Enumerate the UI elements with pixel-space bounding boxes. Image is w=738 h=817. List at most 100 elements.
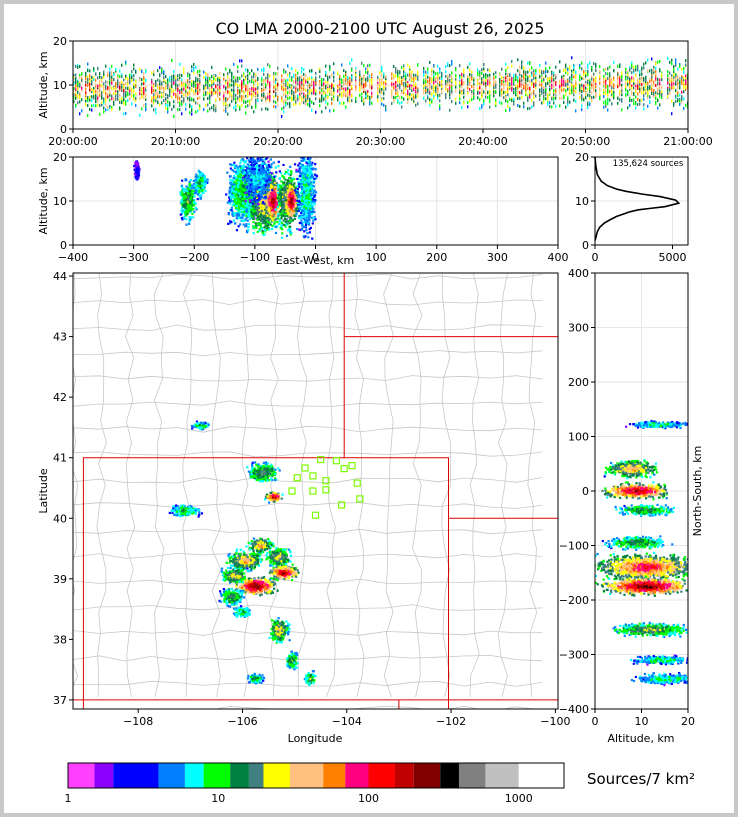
density-cell — [205, 92, 207, 96]
density-cell — [199, 86, 201, 90]
density-cell — [593, 62, 595, 66]
density-cell — [587, 83, 589, 87]
density-cell — [265, 85, 267, 89]
density-cell — [505, 82, 507, 86]
density-cell — [228, 194, 231, 197]
density-cell — [583, 88, 585, 92]
density-cell — [653, 72, 655, 76]
density-cell — [189, 204, 192, 208]
density-cell — [305, 89, 307, 93]
density-cell — [679, 93, 681, 97]
density-cell — [117, 97, 119, 101]
density-cell — [97, 96, 99, 100]
density-cell — [667, 95, 669, 99]
density-cell — [461, 106, 463, 110]
density-cell — [563, 68, 565, 72]
density-cell — [509, 73, 511, 77]
density-cell — [207, 91, 209, 95]
density-cell — [313, 91, 315, 95]
density-cell — [245, 84, 247, 88]
density-cell — [523, 76, 525, 80]
density-cell — [371, 79, 373, 83]
density-cell — [681, 81, 683, 85]
density-cell — [523, 72, 525, 76]
density-cell — [517, 82, 519, 86]
density-cell — [131, 94, 133, 98]
density-cell — [215, 104, 217, 108]
density-cell — [81, 98, 83, 102]
density-cell — [599, 94, 601, 98]
density-cell — [85, 71, 87, 75]
density-cell — [545, 61, 547, 65]
density-cell — [313, 102, 315, 106]
density-cell — [194, 202, 197, 205]
density-cell — [675, 63, 677, 67]
density-cell — [89, 107, 91, 111]
density-cell — [191, 80, 193, 84]
density-cell — [161, 93, 163, 97]
density-cell — [235, 76, 237, 80]
density-cell — [244, 165, 247, 168]
density-cell — [73, 87, 75, 91]
density-cell — [547, 70, 549, 74]
density-cell — [673, 73, 675, 77]
density-cell — [187, 91, 189, 95]
density-cell — [535, 94, 537, 98]
density-cell — [461, 74, 463, 78]
density-cell — [141, 89, 143, 93]
density-cell — [467, 82, 469, 86]
density-cell — [101, 93, 103, 97]
density-cell — [231, 190, 234, 193]
density-cell — [289, 96, 291, 100]
density-cell — [75, 92, 77, 96]
density-cell — [499, 100, 501, 104]
density-cell — [643, 107, 645, 111]
density-cell — [559, 60, 561, 64]
density-cell — [329, 87, 331, 91]
density-cell — [377, 99, 379, 103]
density-cell — [383, 72, 385, 76]
density-cell — [287, 64, 289, 68]
density-cell — [611, 83, 613, 87]
density-cell — [591, 68, 593, 72]
density-cell — [97, 67, 99, 71]
density-cell — [369, 95, 371, 99]
density-cell — [297, 88, 299, 92]
density-cell — [565, 71, 567, 75]
density-cell — [189, 92, 191, 96]
density-cell — [587, 63, 589, 67]
density-cell — [627, 76, 629, 80]
density-cell — [219, 71, 221, 75]
density-cell — [244, 161, 247, 164]
density-cell — [559, 104, 561, 108]
density-cell — [109, 85, 111, 89]
density-cell — [561, 88, 563, 92]
density-cell — [265, 107, 267, 111]
density-cell — [339, 83, 341, 87]
density-cell — [81, 78, 83, 82]
density-cell — [236, 212, 239, 216]
density-cell — [603, 105, 605, 109]
density-cell — [521, 90, 523, 94]
density-cell — [111, 97, 113, 101]
density-cell — [451, 79, 453, 83]
density-cell — [621, 89, 623, 93]
density-cell — [613, 93, 615, 97]
density-cell — [211, 80, 213, 84]
density-cell — [463, 73, 465, 77]
density-cell — [573, 89, 575, 93]
density-cell — [195, 76, 197, 80]
density-cell — [673, 69, 675, 73]
density-cell — [103, 90, 105, 94]
density-cell — [237, 90, 239, 94]
density-cell — [631, 98, 633, 102]
density-cell — [75, 94, 77, 98]
density-cell — [153, 108, 155, 112]
density-cell — [190, 200, 193, 203]
density-cell — [231, 77, 233, 81]
density-cell — [171, 95, 173, 99]
density-cell — [405, 79, 407, 83]
density-cell — [265, 79, 267, 83]
density-cell — [273, 85, 275, 89]
density-cell — [417, 63, 419, 67]
